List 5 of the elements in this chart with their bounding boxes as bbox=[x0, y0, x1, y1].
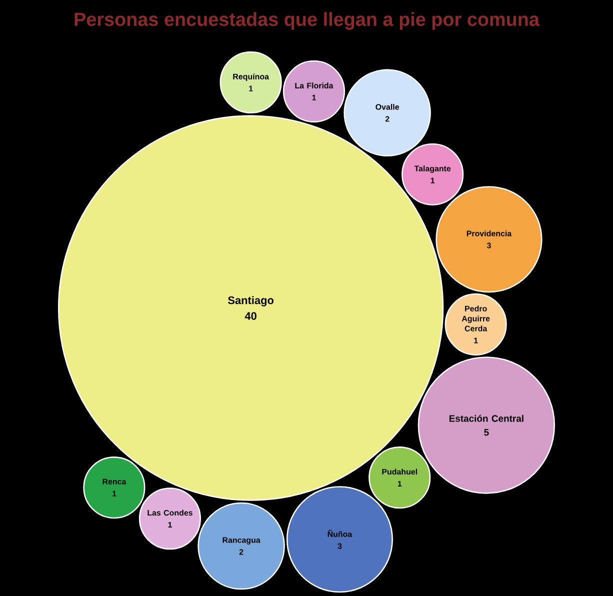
text: Personas encuestadas que llegan a pie por comuna bbox=[74, 12, 540, 30]
category-label: Santiago bbox=[228, 296, 274, 306]
data-label: 40 bbox=[244, 312, 256, 320]
data-label: 5 bbox=[484, 429, 489, 436]
category-label: Estación Central bbox=[449, 414, 524, 422]
